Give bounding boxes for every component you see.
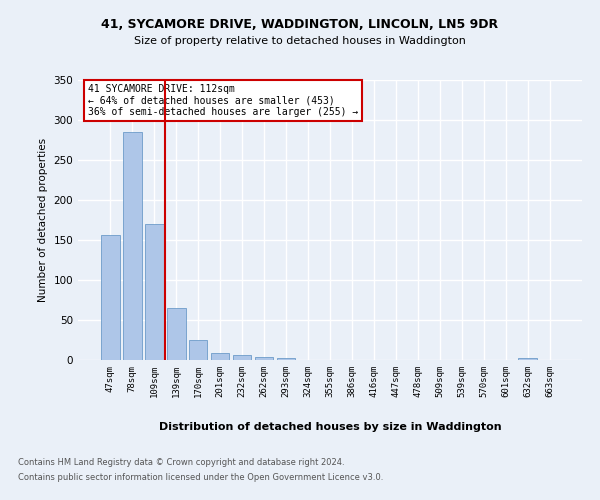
Bar — [277, 358, 295, 360]
Y-axis label: Number of detached properties: Number of detached properties — [38, 138, 48, 302]
Bar — [255, 357, 274, 360]
Bar — [145, 224, 164, 360]
Bar — [233, 355, 251, 360]
Text: 41 SYCAMORE DRIVE: 112sqm
← 64% of detached houses are smaller (453)
36% of semi: 41 SYCAMORE DRIVE: 112sqm ← 64% of detac… — [88, 84, 358, 117]
Text: Contains HM Land Registry data © Crown copyright and database right 2024.: Contains HM Land Registry data © Crown c… — [18, 458, 344, 467]
Text: Contains public sector information licensed under the Open Government Licence v3: Contains public sector information licen… — [18, 473, 383, 482]
Bar — [211, 353, 229, 360]
Bar — [123, 132, 142, 360]
Bar — [101, 235, 119, 360]
Text: Distribution of detached houses by size in Waddington: Distribution of detached houses by size … — [158, 422, 502, 432]
Bar — [189, 340, 208, 360]
Bar — [518, 358, 537, 360]
Text: 41, SYCAMORE DRIVE, WADDINGTON, LINCOLN, LN5 9DR: 41, SYCAMORE DRIVE, WADDINGTON, LINCOLN,… — [101, 18, 499, 30]
Text: Size of property relative to detached houses in Waddington: Size of property relative to detached ho… — [134, 36, 466, 46]
Bar — [167, 308, 185, 360]
